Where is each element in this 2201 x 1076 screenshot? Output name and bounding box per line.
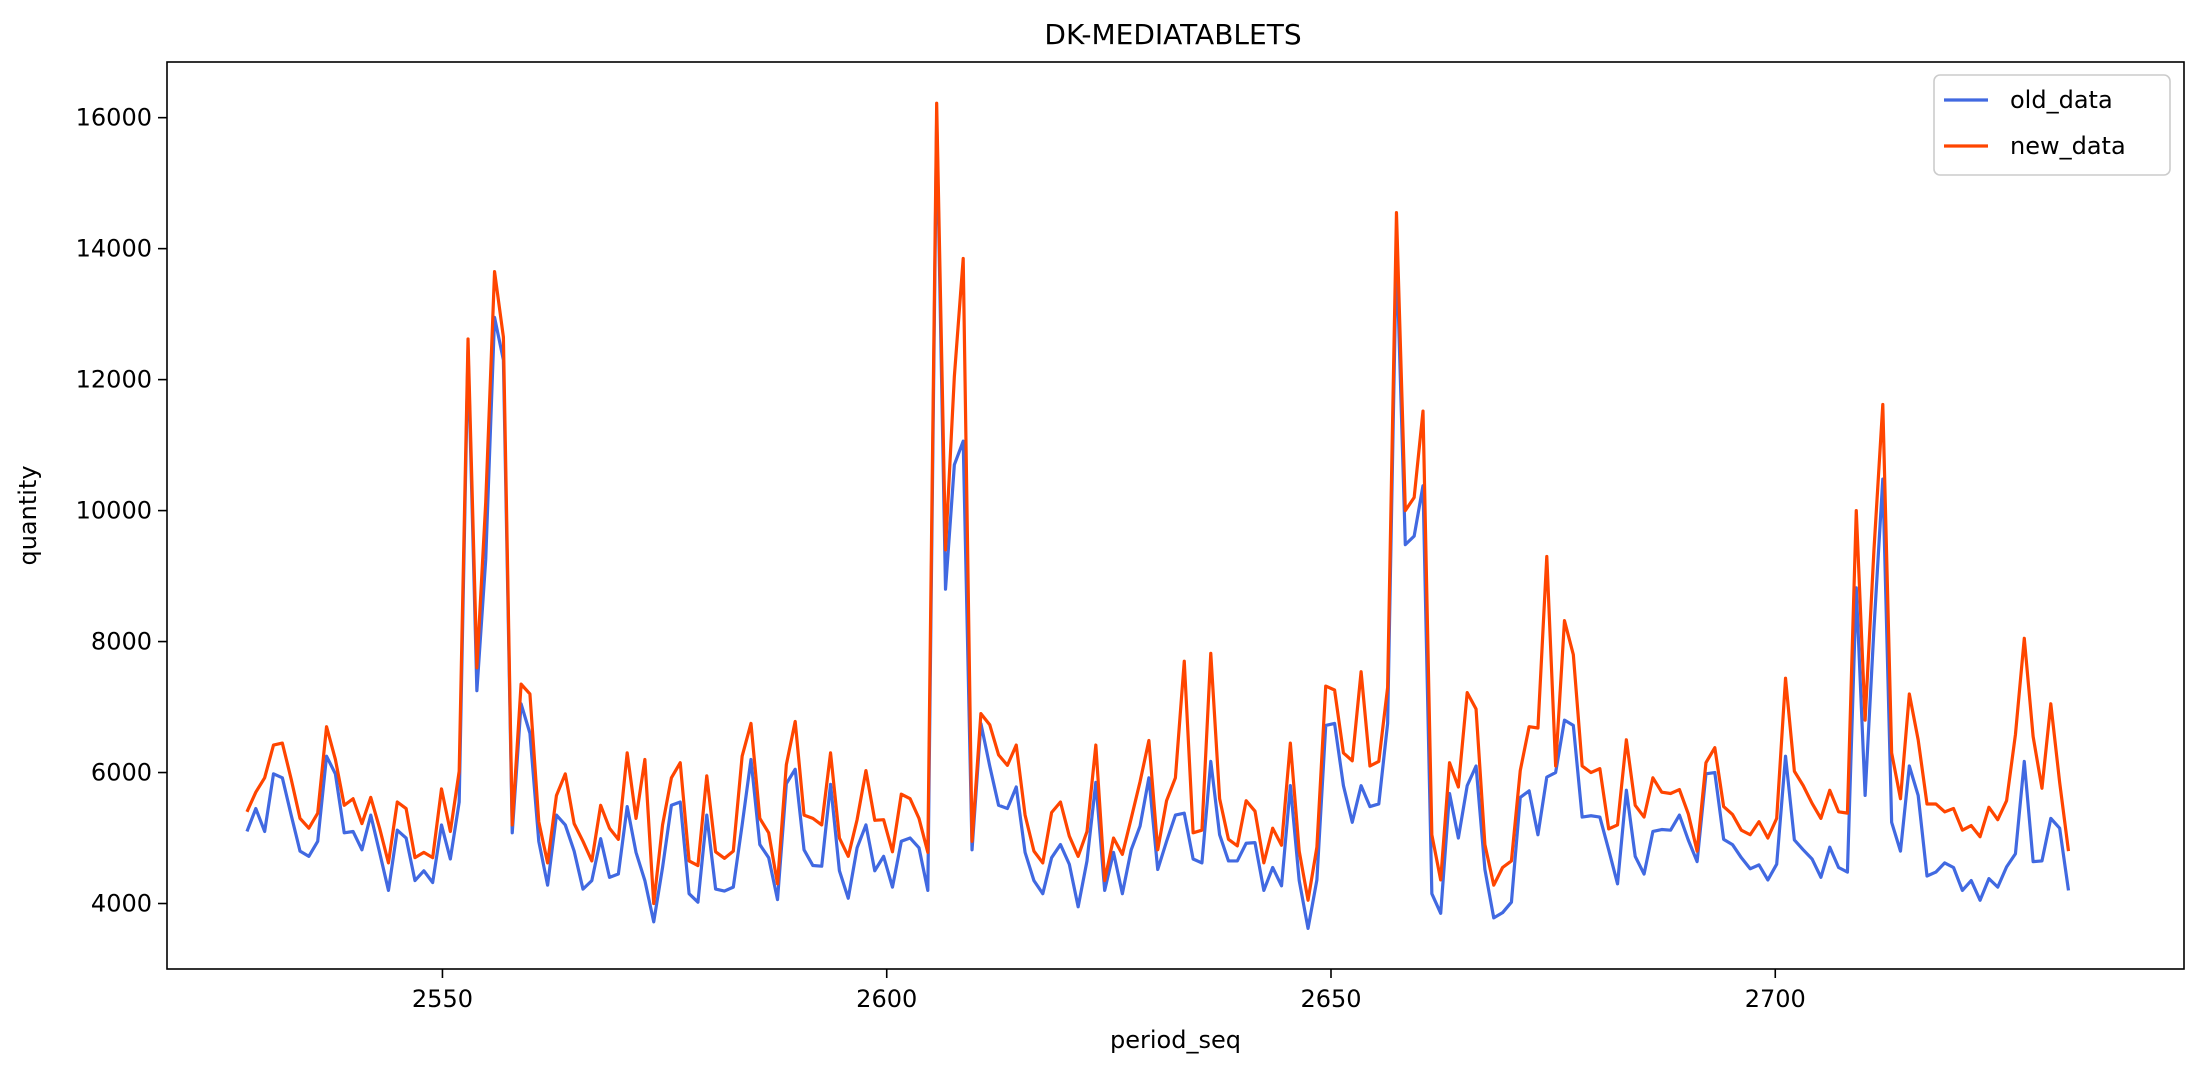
- legend-label: new_data: [2010, 132, 2126, 160]
- chart-title: DK-MEDIATABLETS: [1044, 18, 1301, 51]
- series-lines: [245, 101, 2071, 931]
- series-line-new-data: [245, 101, 2071, 906]
- x-tick-label: 2600: [856, 985, 917, 1013]
- x-axis-title: period_seq: [1110, 1026, 1241, 1054]
- y-axis: 4000 6000 8000 10000 12000 14000 16000: [76, 104, 167, 918]
- legend-box: [1933, 74, 2171, 176]
- plot-frame: [166, 61, 2185, 970]
- y-tick-label: 16000: [76, 104, 152, 132]
- y-axis-title: quantity: [14, 465, 42, 565]
- x-axis: 2550 2600 2650 2700: [412, 969, 1806, 1013]
- y-tick-label: 14000: [76, 235, 152, 263]
- x-tick-label: 2650: [1300, 985, 1361, 1013]
- legend: old_data new_data: [1933, 74, 2171, 176]
- y-tick-label: 8000: [91, 628, 152, 656]
- plot-area: 4000 6000 8000 10000 12000 14000 16000 2550 260…: [76, 61, 2185, 1013]
- x-tick-label: 2700: [1745, 985, 1806, 1013]
- x-tick-label: 2550: [412, 985, 473, 1013]
- series-line-old-data: [245, 116, 2071, 931]
- y-tick-label: 4000: [91, 890, 152, 918]
- y-tick-label: 6000: [91, 759, 152, 787]
- y-tick-label: 10000: [76, 497, 152, 525]
- y-tick-label: 12000: [76, 366, 152, 394]
- legend-label: old_data: [2010, 86, 2113, 114]
